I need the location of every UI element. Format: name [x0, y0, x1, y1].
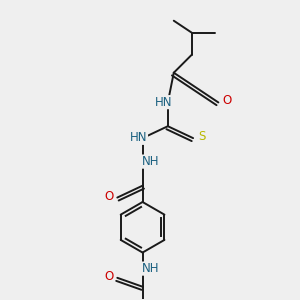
Text: O: O — [104, 270, 114, 283]
Text: NH: NH — [142, 262, 160, 275]
Text: O: O — [223, 94, 232, 107]
Text: O: O — [104, 190, 114, 202]
Text: S: S — [198, 130, 206, 143]
Text: HN: HN — [155, 96, 173, 109]
Text: HN: HN — [130, 131, 148, 144]
Text: NH: NH — [142, 155, 160, 168]
